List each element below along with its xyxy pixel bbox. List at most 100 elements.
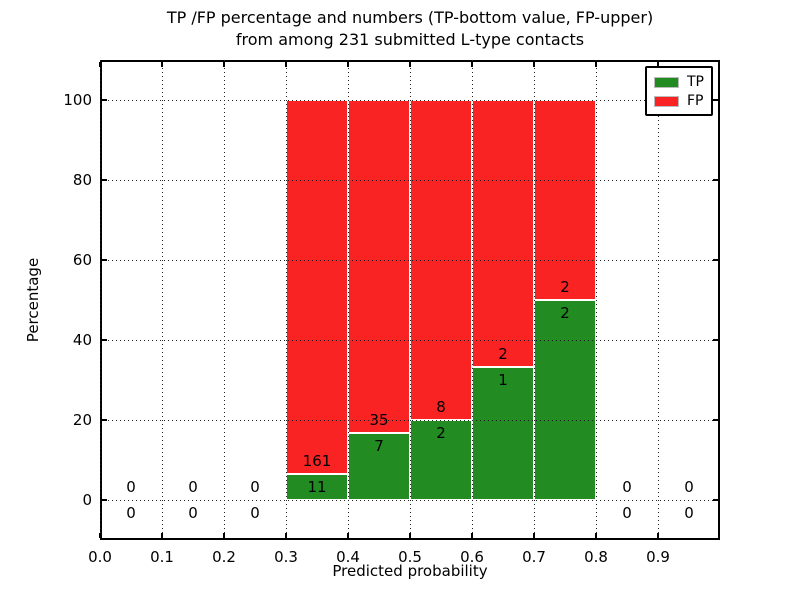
- tp-count-annotation: 2: [560, 304, 570, 322]
- y-tick-label: 60: [72, 251, 92, 269]
- y-gridline: [100, 339, 720, 341]
- y-gridline: [100, 179, 720, 181]
- y-tick-mark: [713, 99, 718, 101]
- y-tick-label: 80: [72, 171, 92, 189]
- y-tick-mark: [102, 499, 107, 501]
- x-tick-mark: [657, 62, 659, 67]
- y-tick-mark: [102, 179, 107, 181]
- legend-entry: FP: [654, 93, 711, 109]
- x-axis-label: Predicted probability: [332, 562, 488, 580]
- tp-count-annotation: 0: [622, 504, 632, 522]
- x-tick-mark: [595, 62, 597, 67]
- x-gridline: [285, 60, 287, 540]
- x-tick-label: 0.9: [646, 548, 670, 566]
- x-tick-mark: [223, 62, 225, 67]
- chart-title-line2: from among 231 submitted L-type contacts: [235, 30, 585, 49]
- tp-count-annotation: 1: [498, 370, 508, 389]
- bar-tp-segment: [472, 366, 534, 500]
- x-tick-mark: [99, 533, 101, 538]
- y-tick-label: 20: [72, 411, 92, 429]
- x-tick-mark: [409, 62, 411, 67]
- x-tick-mark: [161, 533, 163, 538]
- y-tick-mark: [102, 99, 107, 101]
- x-tick-label: 0.5: [398, 548, 422, 566]
- chart-title: TP /FP percentage and numbers (TP-bottom…: [110, 7, 710, 51]
- bar-fp-segment: [534, 100, 596, 300]
- fp-count-annotation: 0: [250, 478, 260, 496]
- legend: TP FP: [645, 66, 713, 116]
- x-gridline: [223, 60, 225, 540]
- x-tick-label: 0.8: [584, 548, 608, 566]
- x-tick-mark: [409, 533, 411, 538]
- x-tick-label: 0.3: [274, 548, 298, 566]
- x-tick-mark: [285, 533, 287, 538]
- y-tick-label: 40: [72, 331, 92, 349]
- x-tick-mark: [657, 533, 659, 538]
- y-gridline: [100, 419, 720, 421]
- y-axis-label: Percentage: [24, 257, 42, 343]
- x-tick-label: 0.0: [88, 548, 112, 566]
- legend-label: TP: [687, 74, 704, 90]
- y-tick-label: 0: [82, 491, 92, 509]
- tp-count-annotation: 0: [684, 504, 694, 522]
- fp-count-annotation: 8: [436, 398, 446, 416]
- tp-count-annotation: 0: [250, 504, 260, 522]
- y-tick-label: 100: [63, 91, 92, 109]
- y-tick-mark: [713, 499, 718, 501]
- y-tick-mark: [102, 339, 107, 341]
- x-tick-mark: [347, 533, 349, 538]
- legend-swatch-fp-icon: [654, 95, 679, 107]
- fp-count-annotation: 2: [498, 344, 508, 363]
- y-tick-mark: [713, 259, 718, 261]
- fp-count-annotation: 0: [188, 478, 198, 496]
- x-gridline: [533, 60, 535, 540]
- bar-fp-segment: [348, 100, 410, 434]
- x-tick-mark: [533, 62, 535, 67]
- fp-count-annotation: 2: [560, 278, 570, 296]
- x-tick-mark: [285, 62, 287, 67]
- bar-tp-segment: [534, 300, 596, 500]
- x-gridline: [161, 60, 163, 540]
- x-gridline: [409, 60, 411, 540]
- x-tick-mark: [347, 62, 349, 67]
- x-tick-mark: [471, 533, 473, 538]
- x-tick-label: 0.4: [336, 548, 360, 566]
- tp-count-annotation: 0: [188, 504, 198, 522]
- tp-count-annotation: 7: [374, 437, 384, 456]
- y-gridline: [100, 99, 720, 101]
- fp-count-annotation: 35: [369, 411, 389, 430]
- x-tick-mark: [223, 533, 225, 538]
- x-gridline: [471, 60, 473, 540]
- y-tick-mark: [102, 419, 107, 421]
- tp-count-annotation: 2: [436, 424, 446, 442]
- y-tick-mark: [713, 419, 718, 421]
- x-tick-mark: [595, 533, 597, 538]
- x-tick-label: 0.1: [150, 548, 174, 566]
- bar-tp-segment: [286, 474, 348, 500]
- x-tick-mark: [471, 62, 473, 67]
- y-tick-mark: [713, 339, 718, 341]
- x-gridline: [347, 60, 349, 540]
- chart-title-line1: TP /FP percentage and numbers (TP-bottom…: [166, 8, 654, 27]
- x-tick-mark: [161, 62, 163, 67]
- legend-swatch-tp-icon: [654, 76, 679, 88]
- x-tick-mark: [533, 533, 535, 538]
- x-tick-mark: [99, 62, 101, 67]
- y-gridline: [100, 259, 720, 261]
- y-tick-mark: [102, 259, 107, 261]
- legend-entry: TP: [654, 74, 711, 90]
- x-tick-label: 0.6: [460, 548, 484, 566]
- x-gridline: [99, 60, 101, 540]
- fp-count-annotation: 0: [126, 478, 136, 496]
- legend-label: FP: [687, 93, 704, 109]
- x-tick-label: 0.2: [212, 548, 236, 566]
- fp-count-annotation: 0: [684, 478, 694, 496]
- bar-fp-segment: [472, 100, 534, 367]
- y-gridline: [100, 499, 720, 501]
- bar-fp-segment: [286, 100, 348, 475]
- tp-count-annotation: 0: [126, 504, 136, 522]
- fp-count-annotation: 0: [622, 478, 632, 496]
- x-gridline: [657, 60, 659, 540]
- tp-count-annotation: 11: [307, 478, 327, 497]
